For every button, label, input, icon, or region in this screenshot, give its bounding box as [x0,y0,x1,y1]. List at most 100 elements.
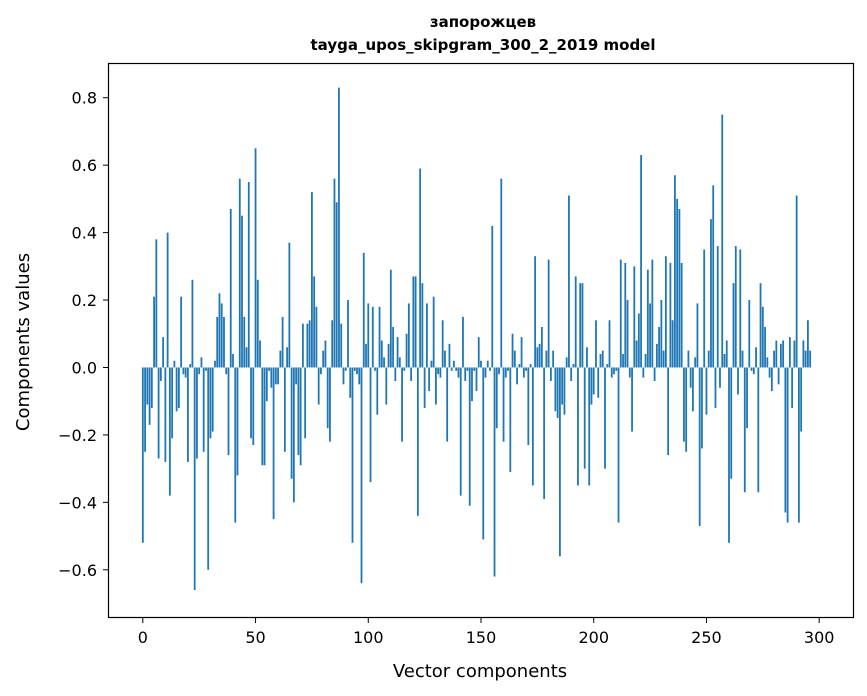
bar-114 [398,357,401,368]
bar-287 [788,337,791,368]
bar-190 [570,367,573,381]
bar-154 [489,367,491,371]
bar-271 [752,367,755,375]
bar-94 [353,367,356,371]
bar-262 [732,283,735,368]
bar-8 [159,367,162,381]
bar-129 [432,296,435,368]
bar-268 [746,367,748,429]
x-axis-label: Vector components [393,661,567,682]
bar-153 [486,360,489,368]
bar-253 [712,185,715,368]
bar-291 [797,367,800,523]
bar-267 [743,367,746,493]
bar-106 [380,340,383,368]
bar-98 [362,252,365,368]
bar-211 [617,367,620,523]
bar-127 [428,367,431,392]
bar-208 [610,367,613,378]
bar-227 [653,367,656,381]
bar-183 [554,367,557,412]
bar-225 [649,303,651,368]
bar-44 [241,215,243,368]
bar-101 [369,367,372,483]
bar-80 [322,350,325,368]
bar-145 [468,367,471,506]
bar-52 [259,340,261,368]
bar-158 [498,367,500,375]
bar-186 [561,367,564,405]
bar-188 [565,357,568,368]
bar-269 [748,300,751,368]
bar-115 [401,367,403,442]
bar-24 [196,367,198,459]
bar-51 [256,279,259,368]
bar-99 [365,343,367,368]
bar-290 [795,195,798,368]
bar-50 [254,148,257,368]
bar-178 [543,367,546,499]
bar-237 [676,198,679,368]
bar-254 [714,367,717,408]
bar-175 [536,347,539,368]
bar-165 [513,350,516,368]
bar-132 [439,367,442,378]
y-tick-label-6: 0.6 [72,156,97,175]
bar-73 [306,323,309,368]
bar-102 [371,306,374,368]
bar-258 [723,353,726,368]
bar-96 [358,367,361,385]
bar-226 [651,259,654,368]
bar-173 [531,367,534,486]
bar-7 [157,367,160,459]
bar-76 [313,276,316,368]
bar-255 [716,246,719,368]
bar-239 [680,262,683,368]
bar-72 [304,367,307,439]
bar-48 [250,367,252,439]
bar-135 [446,367,449,442]
bar-221 [640,155,642,368]
bar-78 [317,367,320,405]
bar-13 [171,367,174,439]
bar-209 [613,367,615,375]
bar-87 [338,87,340,368]
bar-284 [782,340,785,368]
bar-139 [455,367,458,371]
bar-54 [263,367,266,466]
bar-277 [766,357,769,368]
bar-56 [268,367,270,371]
bar-286 [786,367,789,523]
bar-172 [529,364,532,368]
bar-28 [205,367,207,371]
bar-133 [441,320,444,368]
bar-228 [655,343,658,368]
bar-108 [385,367,388,405]
bar-142 [462,316,464,368]
bar-260 [728,367,730,543]
bar-45 [243,316,246,368]
bar-275 [761,306,764,368]
bar-128 [430,360,433,368]
bar-143 [464,367,467,381]
bar-295 [807,320,809,368]
bar-53 [261,367,264,466]
bar-249 [703,249,706,368]
bar-69 [297,367,300,456]
bar-218 [633,266,636,368]
bar-119 [410,367,413,381]
bar-150 [480,360,482,368]
y-tick-label-1: −0.4 [58,493,97,512]
bar-212 [619,259,622,368]
bar-55 [265,367,268,402]
bar-217 [631,367,633,432]
bar-47 [247,182,250,368]
bar-141 [459,367,462,496]
bar-206 [606,364,609,368]
bar-177 [540,327,543,368]
bar-121 [414,276,417,368]
bar-22 [191,279,194,368]
bar-283 [779,343,782,368]
